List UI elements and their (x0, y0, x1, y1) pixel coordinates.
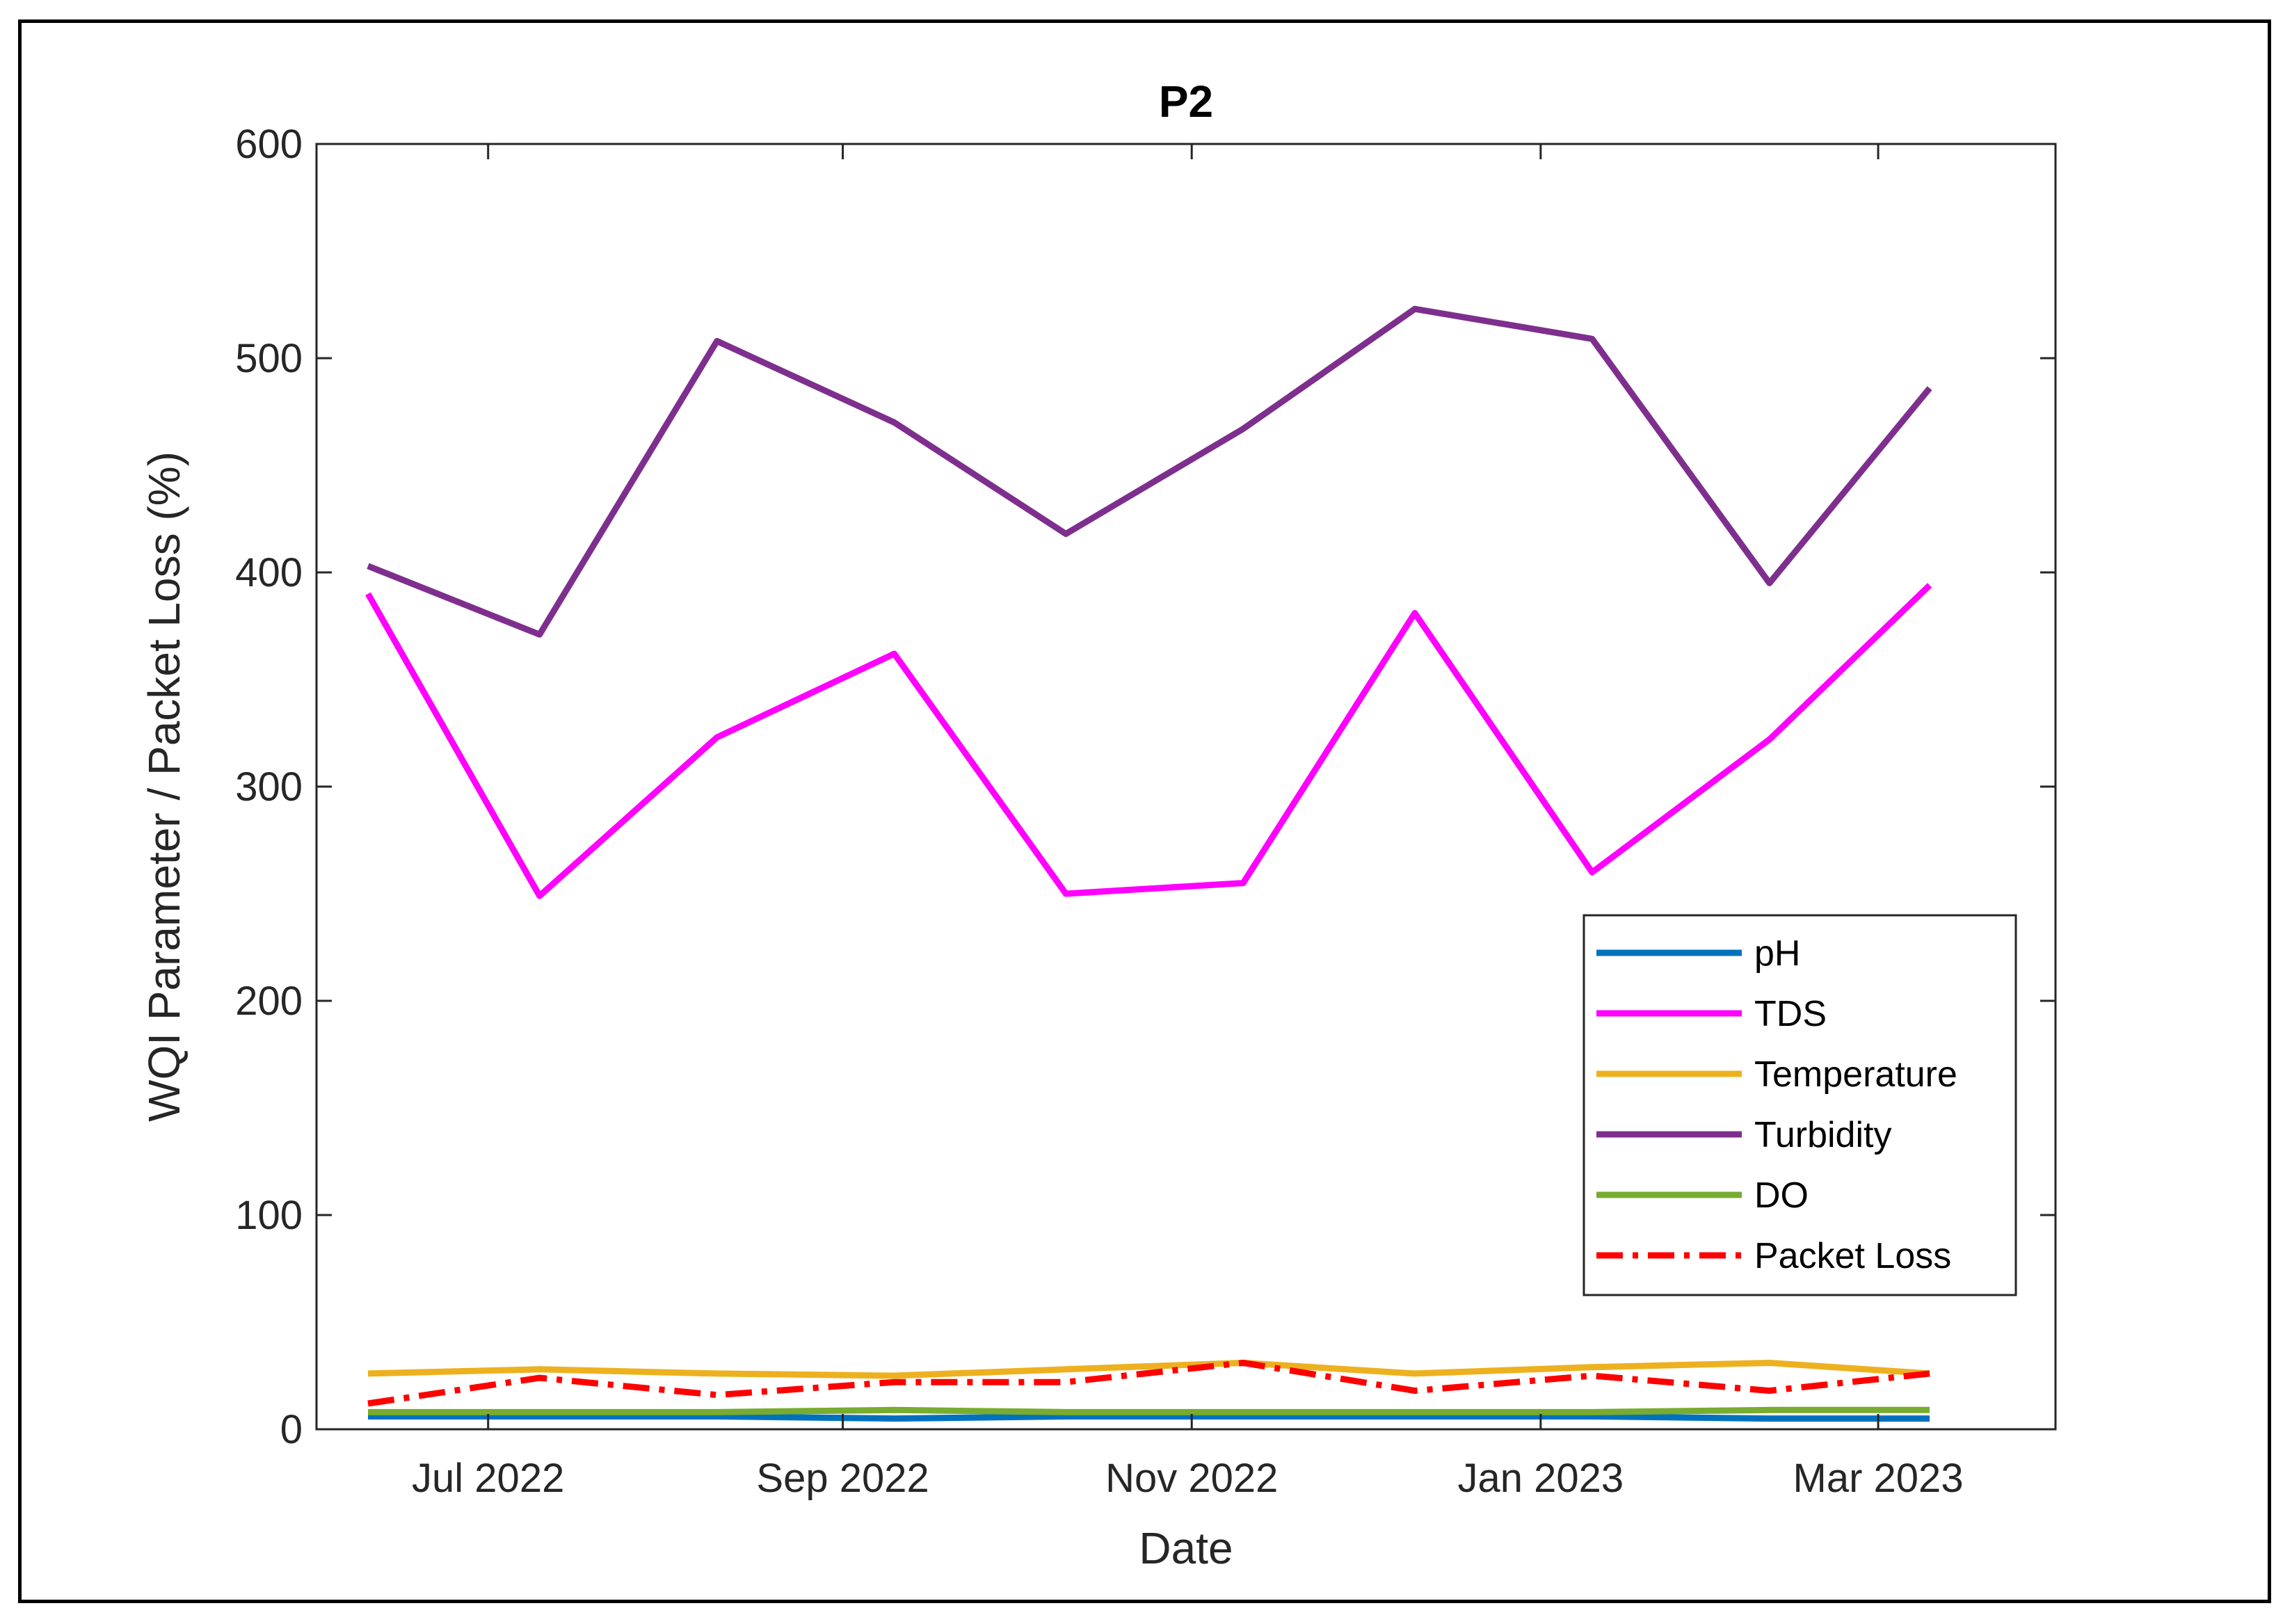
y-tick-label: 300 (235, 764, 303, 810)
x-tick-label: Jan 2023 (1458, 1456, 1624, 1501)
y-tick-label: 400 (235, 550, 303, 595)
legend-label-ph: pH (1754, 933, 1800, 974)
y-tick-label: 200 (235, 979, 303, 1024)
legend-label-do: DO (1754, 1175, 1809, 1216)
legend-label-tds: TDS (1754, 994, 1827, 1034)
chart-title: P2 (1159, 77, 1213, 127)
legend: pH TDS Temperature Turbidity DO Packet Loss (1582, 914, 2017, 1296)
y-axis-title: WQI Parameter / Packet Loss (%) (139, 451, 189, 1122)
legend-label-turbidity: Turbidity (1754, 1115, 1891, 1155)
legend-box (1582, 914, 2017, 1296)
y-tick-label: 0 (280, 1407, 303, 1452)
y-axis: 0 100 200 300 400 500 600 (235, 122, 2055, 1452)
series-line-turbidity (367, 305, 1932, 638)
figure-frame (18, 19, 2271, 1603)
x-tick-label: Mar 2023 (1793, 1456, 1964, 1501)
x-tick-label: Sep 2022 (756, 1456, 929, 1501)
series-line-temperature (367, 1360, 1930, 1379)
x-tick-label: Nov 2022 (1105, 1456, 1278, 1501)
series-line-packet-loss (367, 1360, 1930, 1407)
y-tick-label: 600 (235, 122, 303, 167)
series-line-tds (365, 583, 1932, 899)
series-line-do (368, 1406, 1930, 1415)
series-line-ph (368, 1413, 1930, 1422)
legend-label-packet-loss: Packet Loss (1754, 1236, 1951, 1276)
x-axis: Jul 2022 Sep 2022 Nov 2022 Jan 2023 Mar 2023 (412, 144, 1964, 1501)
y-tick-label: 500 (235, 336, 303, 381)
x-tick-label: Jul 2022 (412, 1456, 564, 1501)
legend-label-temperature: Temperature (1754, 1054, 1957, 1095)
y-tick-label: 100 (235, 1193, 303, 1238)
series-lines (365, 305, 1932, 1422)
x-axis-title: Date (1139, 1523, 1233, 1573)
